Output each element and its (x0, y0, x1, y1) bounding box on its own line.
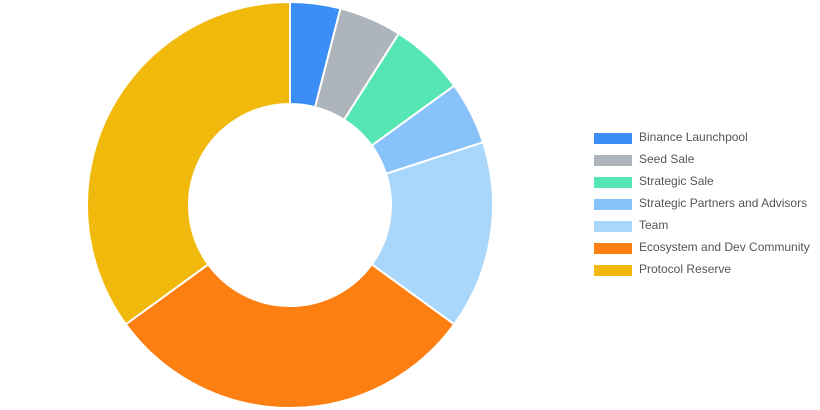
slice (124, 262, 456, 409)
legend-swatch (594, 221, 632, 232)
legend-swatch (594, 199, 632, 210)
legend-label: Strategic Sale (639, 174, 714, 188)
legend-label: Binance Launchpool (639, 130, 748, 144)
legend-label: Protocol Reserve (639, 262, 731, 276)
legend-swatch (594, 177, 632, 188)
legend-swatch (594, 243, 632, 254)
legend-label: Strategic Partners and Advisors (639, 196, 807, 210)
legend-label: Team (639, 218, 668, 232)
legend-label: Ecosystem and Dev Community (639, 240, 810, 254)
legend-swatch (594, 265, 632, 276)
legend-swatch (594, 133, 632, 144)
legend-label: Seed Sale (639, 152, 695, 166)
slice (370, 141, 494, 326)
slice (86, 0, 291, 326)
legend-swatch (594, 155, 632, 166)
